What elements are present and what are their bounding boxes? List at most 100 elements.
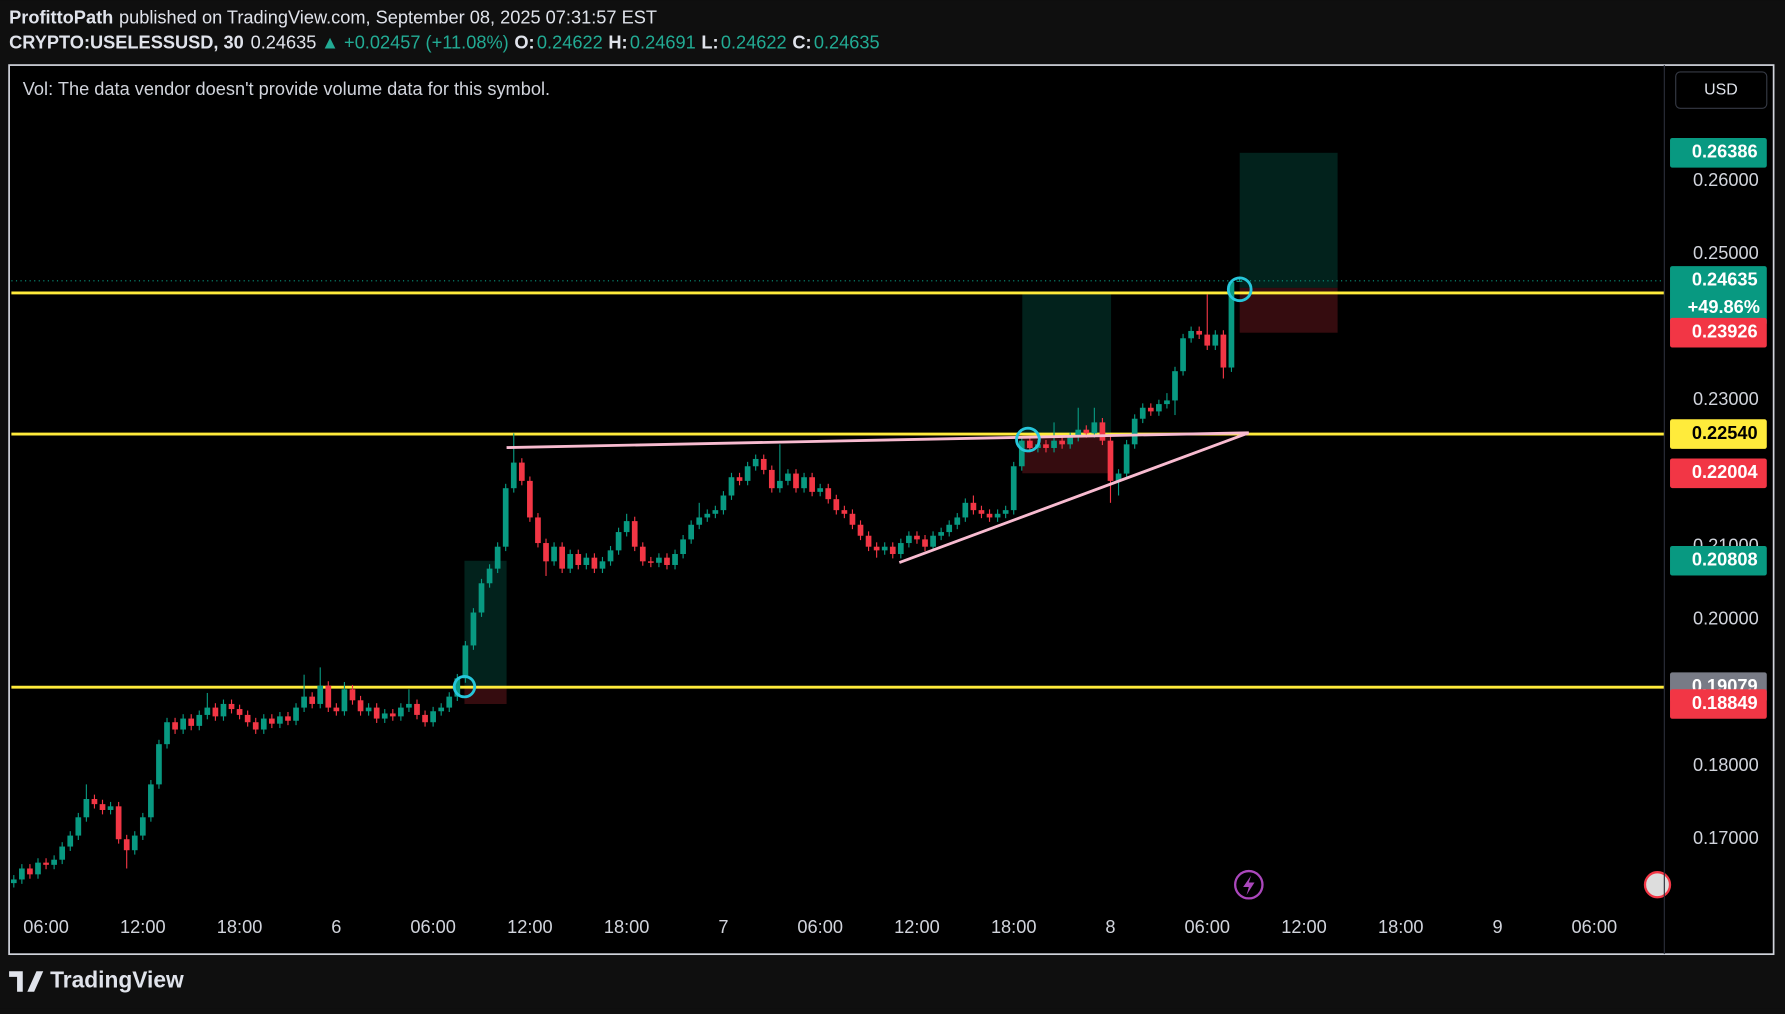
candle-body	[914, 535, 920, 540]
marker-circle	[452, 674, 477, 699]
symbol-line: CRYPTO:USELESSUSD, 30 0.24635 ▲ +0.02457 (…	[9, 32, 880, 52]
candle-body	[575, 554, 582, 565]
candle-body	[1051, 440, 1057, 448]
candle-body	[414, 703, 420, 715]
candle-body	[51, 859, 57, 865]
candle-body	[220, 703, 227, 717]
candle-body	[1147, 407, 1154, 412]
candle-body	[1091, 422, 1098, 434]
candle-body	[422, 714, 428, 723]
candle-body	[454, 678, 461, 697]
position-stop	[1022, 434, 1112, 474]
price-label: 0.24635	[1692, 270, 1758, 290]
candle-body	[196, 714, 203, 726]
candle-body	[1018, 440, 1025, 467]
x-tick-label: 6	[331, 917, 341, 937]
candle-body	[510, 462, 517, 489]
candle-body	[462, 645, 469, 679]
flag-icon[interactable]	[1643, 871, 1672, 899]
currency-button[interactable]	[1675, 71, 1768, 109]
candle-body	[865, 535, 872, 547]
candle-body	[777, 480, 783, 489]
change: ▲ +0.02457 (+11.08%)	[321, 32, 509, 52]
event-icon[interactable]	[1234, 869, 1264, 900]
price-label: 0.20808	[1692, 550, 1758, 570]
y-tick-label: 0.23000	[1693, 389, 1759, 409]
ohlc-key: H:	[608, 32, 627, 52]
candle-body	[139, 817, 146, 836]
y-tick-label: 0.18000	[1693, 755, 1759, 775]
candle-body	[252, 722, 259, 730]
candle-body	[1059, 440, 1065, 445]
candle-body	[535, 517, 541, 544]
candle-body	[43, 862, 49, 865]
candle-body	[59, 846, 66, 860]
candle-body	[1107, 440, 1114, 481]
x-tick-label: 12:00	[894, 917, 940, 937]
candle-body	[470, 612, 477, 646]
candle-body	[486, 568, 493, 584]
price-label-box	[1670, 689, 1767, 719]
position-stop	[1239, 287, 1338, 333]
candle-body	[357, 700, 364, 712]
candle-body	[285, 716, 291, 721]
candle-body	[728, 477, 735, 496]
candle-body	[228, 703, 235, 710]
candle-body	[639, 546, 646, 562]
candle-body	[164, 722, 170, 745]
candle-body	[1212, 334, 1219, 346]
candle-body	[309, 696, 316, 704]
candle-body	[567, 554, 574, 569]
candle-body	[946, 524, 953, 533]
x-tick-label: 12:00	[507, 917, 553, 937]
candle-body	[1027, 440, 1033, 448]
chart-panel	[8, 64, 1775, 956]
candle-body	[1204, 334, 1211, 346]
candle-body	[1164, 400, 1170, 405]
price-label-box	[1670, 419, 1767, 449]
candle-body	[99, 804, 106, 810]
candle-body	[430, 711, 436, 723]
candle-body	[752, 458, 759, 467]
candle-body	[696, 517, 703, 525]
candle-body	[83, 799, 90, 818]
candle-body	[478, 583, 485, 613]
ohlc-key: C:	[792, 32, 811, 52]
currency[interactable]: USD	[1704, 81, 1738, 98]
candle-body	[188, 718, 195, 726]
candle-body	[269, 718, 275, 724]
candle-body	[817, 488, 824, 492]
position-target	[1239, 152, 1338, 288]
candle-body	[349, 689, 356, 701]
candle-body	[67, 835, 74, 847]
candle-body	[1196, 330, 1203, 335]
candle-body	[897, 543, 904, 555]
y-tick-label: 0.26000	[1693, 170, 1759, 190]
candle-body	[406, 703, 412, 708]
price-label: 0.26386	[1692, 142, 1758, 162]
candle-body	[172, 722, 178, 730]
price-label: 0.18849	[1692, 693, 1758, 713]
symbol: CRYPTO:USELESSUSD, 30	[9, 32, 244, 52]
candle-body	[873, 546, 880, 551]
candle-body	[438, 707, 445, 712]
price-label-box	[1670, 545, 1767, 576]
candle-body	[978, 510, 985, 514]
price-label: 0.22004	[1692, 462, 1759, 482]
candle-body	[889, 546, 896, 555]
candle-body	[19, 868, 25, 880]
candle-body	[849, 513, 856, 525]
candle-body	[680, 539, 686, 555]
logo: TradingView	[9, 967, 184, 993]
candle-body	[494, 546, 501, 569]
candle-body	[551, 546, 557, 562]
candle-body	[962, 502, 969, 518]
candle-body	[115, 806, 122, 840]
candle-body	[607, 550, 614, 562]
header-line: ProfittoPath published on TradingView.com…	[9, 7, 657, 27]
author: ProfittoPath	[9, 7, 113, 27]
x-tick-label: 7	[718, 917, 728, 937]
candle-body	[801, 477, 807, 489]
